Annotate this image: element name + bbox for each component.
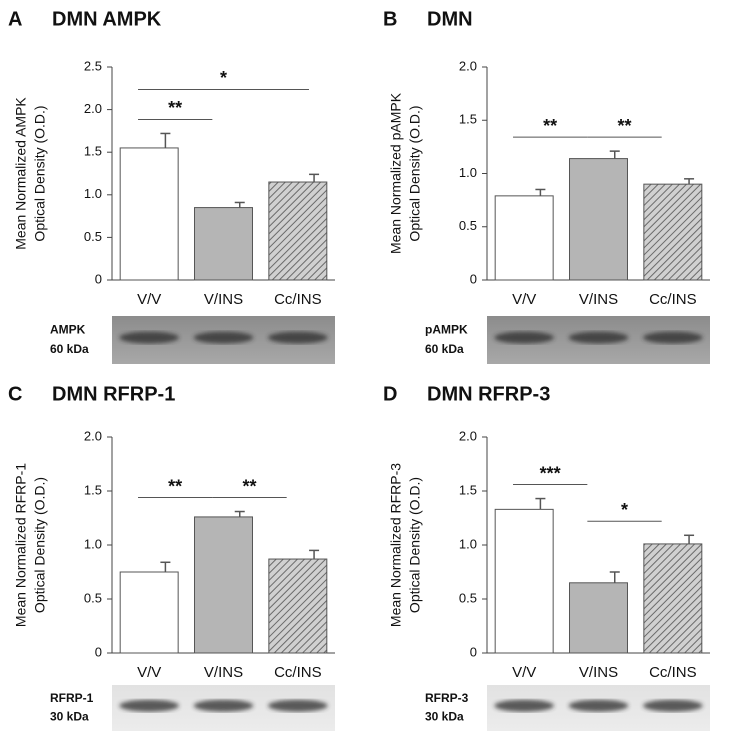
- panel-title: DMN RFRP-3: [427, 383, 550, 405]
- y-tick-label: 2.5: [84, 58, 102, 73]
- blot-protein: RFRP-1: [50, 691, 94, 705]
- x-tick-label: Cc/INS: [649, 291, 697, 308]
- y-axis-label: Mean Normalized AMPK: [13, 97, 29, 250]
- blot-protein: AMPK: [50, 323, 86, 337]
- panel-letter: B: [383, 8, 397, 30]
- y-tick-label: 0: [470, 271, 477, 286]
- bar: [643, 543, 703, 654]
- y-tick-label: 2.0: [459, 428, 477, 443]
- significance-label: **: [168, 98, 182, 118]
- blot-band: [568, 699, 629, 712]
- y-tick-label: 0: [470, 644, 477, 659]
- y-tick-label: 1.0: [459, 536, 477, 551]
- x-tick-label: V/INS: [204, 291, 243, 308]
- blot-band: [268, 331, 328, 344]
- significance-label: **: [618, 116, 632, 136]
- panel: C DMN RFRP-1 Mean Normalized RFRP-1 Optical…: [8, 383, 335, 731]
- y-tick-label: 1.5: [84, 144, 102, 159]
- blot-band: [193, 331, 254, 344]
- panel-letter: D: [383, 383, 397, 405]
- x-tick-label: Cc/INS: [274, 664, 322, 681]
- blot-protein: RFRP-3: [425, 691, 469, 705]
- blot-band: [119, 331, 179, 344]
- y-tick-label: 1.0: [459, 165, 477, 180]
- y-tick-label: 1.5: [84, 482, 102, 497]
- blot-band: [643, 331, 703, 344]
- y-tick-label: 0.5: [459, 218, 477, 233]
- x-tick-label: V/V: [137, 291, 161, 308]
- y-axis-label: Mean Normalized RFRP-3: [388, 463, 404, 627]
- bar: [494, 195, 554, 281]
- y-tick-label: 0.5: [84, 229, 102, 244]
- y-tick-label: 1.0: [84, 536, 102, 551]
- y-tick-label: 0: [95, 271, 102, 286]
- y-tick-label: 1.5: [459, 112, 477, 127]
- y-axis-label: Mean Normalized pAMPK: [388, 92, 404, 254]
- y-tick-label: 1.0: [84, 186, 102, 201]
- panel: D DMN RFRP-3 Mean Normalized RFRP-3 Optical…: [383, 383, 710, 731]
- significance-label: ***: [540, 463, 561, 483]
- panel: B DMN Mean Normalized pAMPK Optical Density…: [383, 8, 710, 364]
- bar: [494, 508, 554, 654]
- y-tick-label: 0.5: [459, 590, 477, 605]
- y-axis-label: Optical Density (O.D.): [407, 477, 423, 613]
- blot-band: [568, 331, 629, 344]
- x-tick-label: V/V: [512, 291, 536, 308]
- bar: [268, 558, 328, 654]
- bar: [119, 147, 179, 281]
- panel: A DMN AMPK Mean Normalized AMPK Optical Den…: [8, 8, 335, 364]
- blot-band: [494, 331, 554, 344]
- x-tick-label: V/V: [137, 664, 161, 681]
- bar: [569, 582, 628, 654]
- y-tick-label: 2.0: [84, 428, 102, 443]
- x-tick-label: V/INS: [204, 664, 243, 681]
- x-tick-label: V/INS: [579, 664, 618, 681]
- y-tick-label: 2.0: [459, 58, 477, 73]
- panel-letter: A: [8, 8, 22, 30]
- x-tick-label: Cc/INS: [649, 664, 697, 681]
- y-axis-label: Optical Density (O.D.): [32, 105, 48, 241]
- blot-protein: pAMPK: [425, 323, 468, 337]
- x-tick-label: V/INS: [579, 291, 618, 308]
- significance-label: *: [220, 68, 227, 88]
- y-tick-label: 1.5: [459, 482, 477, 497]
- y-axis-label: Optical Density (O.D.): [32, 477, 48, 613]
- bar: [194, 516, 253, 654]
- bar: [268, 181, 328, 281]
- panel-title: DMN: [427, 8, 473, 30]
- x-tick-label: Cc/INS: [274, 291, 322, 308]
- x-tick-label: V/V: [512, 664, 536, 681]
- blot-size: 30 kDa: [425, 709, 464, 723]
- significance-label: **: [543, 116, 557, 136]
- significance-label: **: [243, 476, 257, 496]
- blot-size: 60 kDa: [425, 342, 464, 356]
- bar: [569, 158, 628, 281]
- y-axis-label: Optical Density (O.D.): [407, 105, 423, 241]
- blot-band: [119, 699, 179, 712]
- y-tick-label: 2.0: [84, 101, 102, 116]
- bar: [194, 207, 253, 281]
- y-axis-label: Mean Normalized RFRP-1: [13, 463, 29, 627]
- panel-letter: C: [8, 383, 22, 405]
- significance-label: **: [168, 476, 182, 496]
- panel-title: DMN RFRP-1: [52, 383, 175, 405]
- blot-size: 60 kDa: [50, 342, 89, 356]
- bar: [643, 183, 703, 281]
- blot-band: [643, 699, 703, 712]
- blot-band: [494, 699, 554, 712]
- bar: [119, 571, 179, 654]
- significance-label: *: [621, 500, 628, 520]
- blot-band: [193, 699, 254, 712]
- y-tick-label: 0.5: [84, 590, 102, 605]
- blot-size: 30 kDa: [50, 709, 89, 723]
- panel-title: DMN AMPK: [52, 8, 162, 30]
- blot-band: [268, 699, 328, 712]
- y-tick-label: 0: [95, 644, 102, 659]
